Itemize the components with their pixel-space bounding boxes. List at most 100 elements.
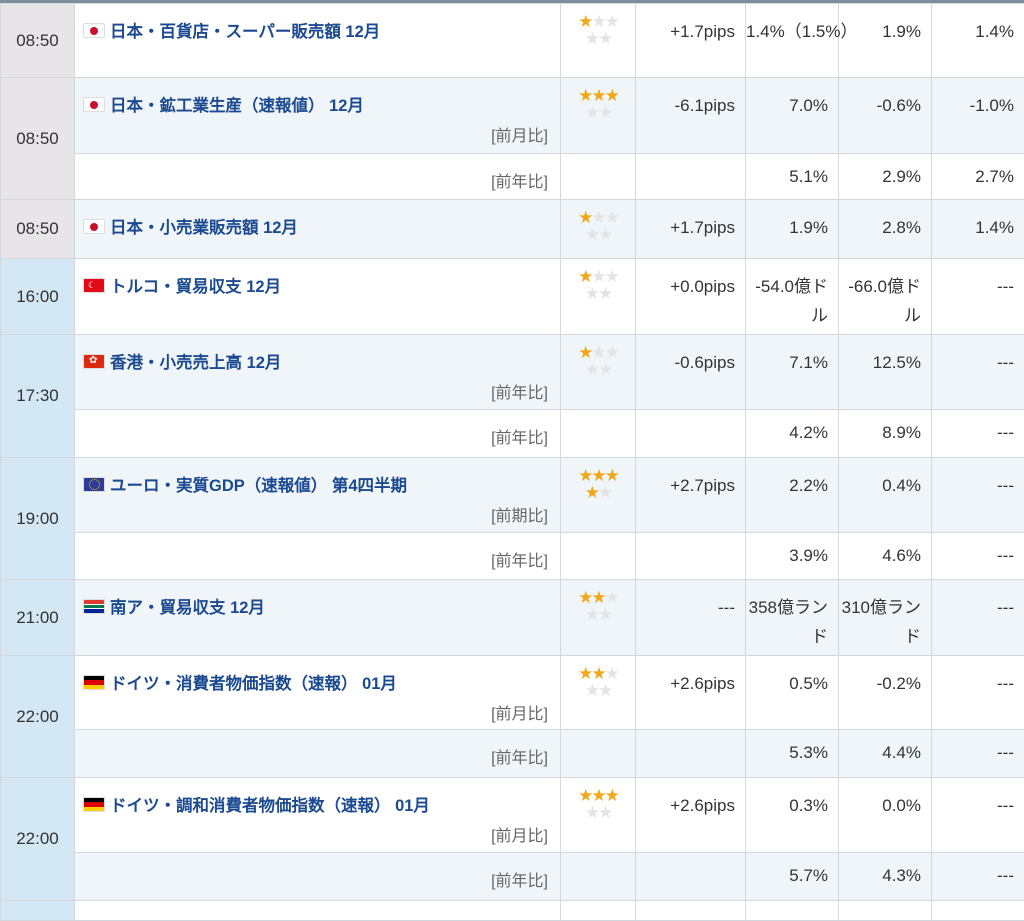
tr-flag-icon: ☾ — [83, 278, 105, 293]
impact-cell: ★★★★★ — [561, 580, 636, 656]
forecast-value: 2.8% — [839, 200, 932, 259]
event-cell: ドイツ・消費者物価指数（速報） 01月[前月比] — [75, 656, 561, 730]
event-title: 日本・鉱工業生産（速報値） 12月 — [110, 92, 364, 116]
impact-stars: ★★★★★ — [571, 268, 625, 302]
de-flag-icon — [83, 797, 105, 812]
event-title-link[interactable]: 日本・鉱工業生産（速報値） 12月 — [75, 78, 560, 116]
hk-flag-icon: ✿ — [83, 354, 105, 369]
event-cell: [前年比] — [75, 853, 561, 901]
star-icon: ★ — [598, 605, 611, 624]
actual-value: --- — [932, 259, 1024, 335]
actual-value: --- — [932, 778, 1024, 853]
event-time: 19:00 — [1, 458, 75, 580]
impact-stars: ★★★★★ — [571, 589, 625, 623]
event-sub-label: [前月比] — [75, 694, 560, 724]
impact-cell: ★★★★★ — [561, 458, 636, 533]
jp-flag-icon — [83, 219, 105, 234]
actual-value: --- — [932, 656, 1024, 730]
impact-stars: ★★★★★ — [571, 344, 625, 378]
event-cell: [前年比] — [75, 154, 561, 200]
jp-flag-icon — [83, 23, 105, 38]
star-icon: ★ — [598, 103, 611, 122]
event-title-link[interactable]: 日本・百貨店・スーパー販売額 12月 — [75, 4, 560, 42]
event-cell: 日本・鉱工業生産（速報値） 12月[前月比] — [75, 78, 561, 154]
event-subrow: [前年比]5.3%4.4%--- — [1, 730, 1024, 778]
event-subrow: [前年比]5.7%4.3%--- — [1, 853, 1024, 901]
event-title-link[interactable]: ✿香港・小売売上高 12月 — [75, 335, 560, 373]
impact-cell — [561, 154, 636, 200]
event-title-link[interactable]: ☾ トルコ・貿易収支 12月 — [75, 259, 560, 297]
event-time: 08:50 — [1, 200, 75, 259]
pips-value: +1.7pips — [636, 200, 746, 259]
event-title: 日本・百貨店・スーパー販売額 12月 — [110, 18, 380, 42]
event-title-link[interactable]: ユーロ・実質GDP（速報値） 第4四半期 — [75, 458, 560, 496]
previous-value: 1.9% — [746, 200, 839, 259]
impact-cell — [561, 410, 636, 458]
pips-value: +1.7pips — [636, 4, 746, 78]
event-cell: 日本・小売業販売額 12月 — [75, 200, 561, 259]
event-cell: [前年比] — [75, 533, 561, 580]
impact-cell: ★★★★★ — [561, 200, 636, 259]
event-sub-label: [前年比] — [75, 533, 560, 571]
impact-stars: ★★★★★ — [571, 209, 625, 243]
event-time: 17:30 — [1, 335, 75, 458]
star-icon: ★ — [598, 284, 611, 303]
actual-value: 2.7% — [932, 154, 1024, 200]
previous-value: 0.3% — [746, 778, 839, 853]
event-sub-label: [前年比] — [75, 154, 560, 192]
actual-value: --- — [932, 335, 1024, 410]
event-title-link[interactable]: 南ア・貿易収支 12月 — [75, 580, 560, 618]
event-title: トルコ・貿易収支 12月 — [110, 273, 281, 297]
event-cell: ユーロ・実質GDP（速報値） 第4四半期[前期比] — [75, 458, 561, 533]
impact-cell — [561, 533, 636, 580]
eu-flag-icon — [83, 477, 105, 492]
actual-value: --- — [932, 580, 1024, 656]
actual-value: --- — [932, 533, 1024, 580]
actual-value: --- — [932, 730, 1024, 778]
event-title-link[interactable]: ドイツ・消費者物価指数（速報） 01月 — [75, 656, 560, 694]
previous-value: 5.3% — [746, 730, 839, 778]
impact-cell: ★★★★★ — [561, 78, 636, 154]
event-time: 08:50 — [1, 78, 75, 200]
de-flag-icon — [83, 675, 105, 690]
impact-cell: ★★★★★ — [561, 4, 636, 78]
event-title: ドイツ・調和消費者物価指数（速報） 01月 — [110, 792, 430, 816]
star-icon: ★ — [585, 483, 598, 502]
event-cell: ☾ トルコ・貿易収支 12月 — [75, 259, 561, 335]
event-sub-label: [前年比] — [75, 853, 560, 891]
impact-stars: ★★★★★ — [571, 787, 625, 821]
za-flag-icon — [83, 599, 105, 614]
event-time: 22:00 — [1, 656, 75, 778]
star-icon: ★ — [585, 103, 598, 122]
event-subrow: [前年比]4.2%8.9%--- — [1, 410, 1024, 458]
event-sub-label: [前期比] — [75, 496, 560, 526]
pips-cell — [636, 853, 746, 901]
event-title-link[interactable]: 日本・小売業販売額 12月 — [75, 200, 560, 238]
event-title: 日本・小売業販売額 12月 — [110, 214, 298, 238]
forecast-value: 12.5% — [839, 335, 932, 410]
star-icon: ★ — [598, 681, 611, 700]
impact-stars: ★★★★★ — [571, 13, 625, 47]
event-title-link[interactable]: ドイツ・調和消費者物価指数（速報） 01月 — [75, 778, 560, 816]
pips-value: -6.1pips — [636, 78, 746, 154]
star-icon: ★ — [598, 225, 611, 244]
pips-value: --- — [636, 580, 746, 656]
previous-value: 4.2% — [746, 410, 839, 458]
event-sub-label: [前年比] — [75, 730, 560, 768]
pips-cell — [636, 154, 746, 200]
impact-stars: ★★★★★ — [571, 665, 625, 699]
pips-value: +2.6pips — [636, 778, 746, 853]
event-cell: [前年比] — [75, 730, 561, 778]
event-subrow: [前年比]5.1%2.9%2.7% — [1, 154, 1024, 200]
previous-value: 7.1% — [746, 335, 839, 410]
star-icon: ★ — [598, 29, 611, 48]
star-icon: ★ — [585, 29, 598, 48]
pips-cell — [636, 533, 746, 580]
jp-flag-icon — [83, 97, 105, 112]
star-icon: ★ — [598, 483, 611, 502]
